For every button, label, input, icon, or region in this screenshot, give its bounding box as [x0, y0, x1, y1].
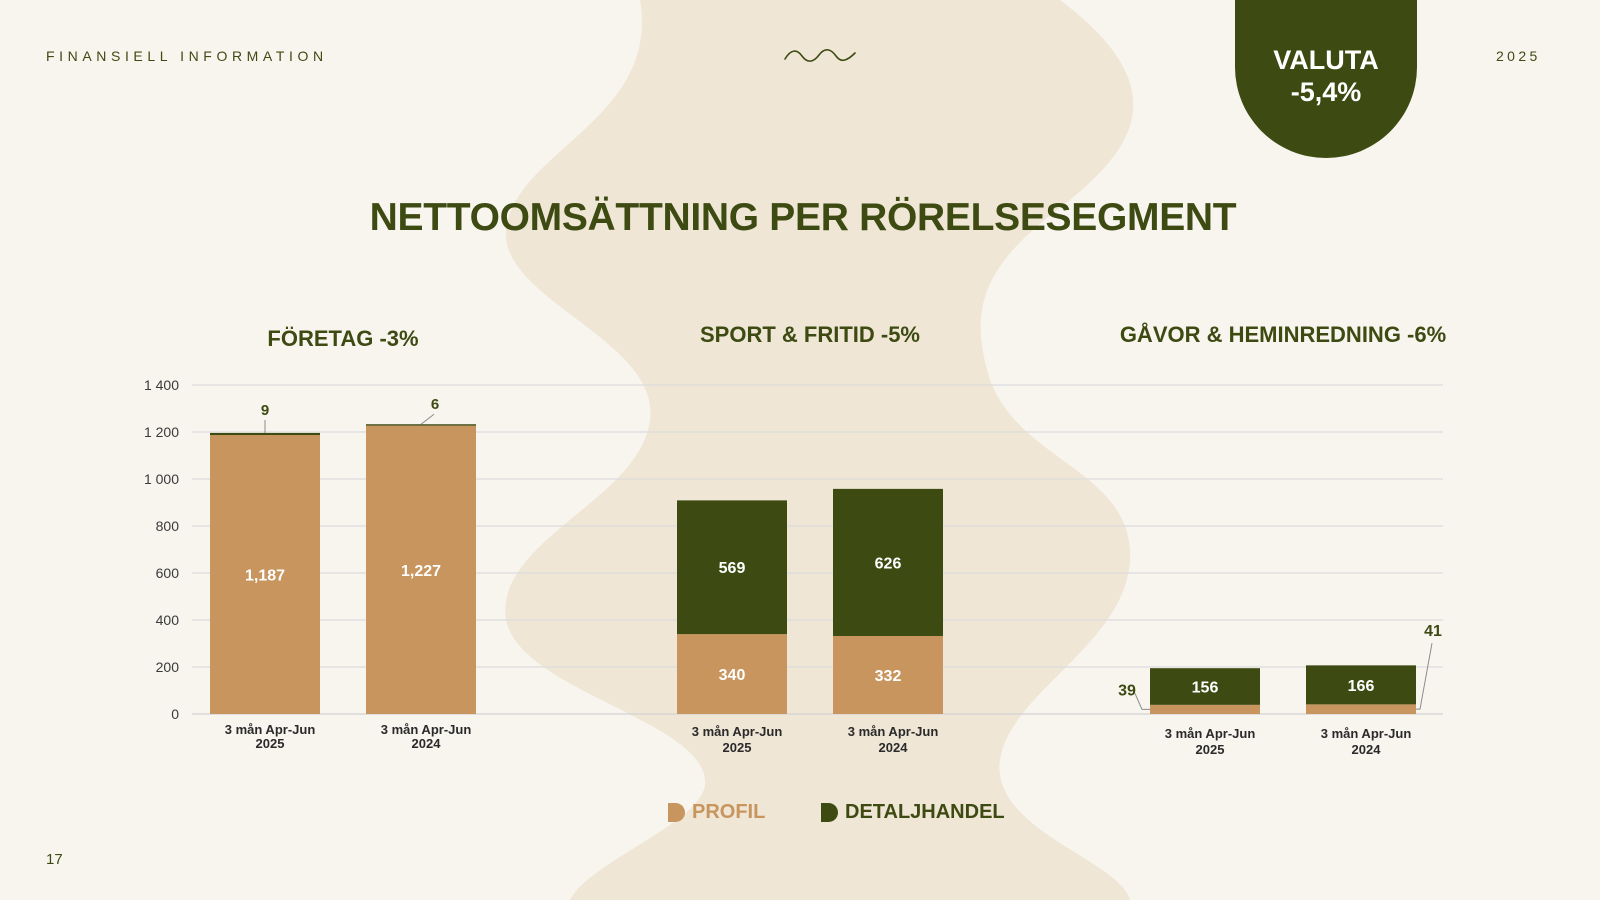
bar-profil: [1150, 704, 1260, 714]
data-label-profil: 41: [1424, 623, 1442, 640]
y-tick-label: 200: [156, 659, 180, 675]
wave-ornament-icon: [784, 49, 856, 62]
data-label-profil: 39: [1118, 682, 1136, 699]
bar-profil: [677, 634, 787, 714]
y-tick-label: 800: [156, 518, 180, 534]
segment-title: FÖRETAG -3%: [267, 326, 418, 351]
bar-detaljhandel: [1306, 665, 1416, 705]
category-label: 3 mån Apr-Jun: [1321, 726, 1412, 741]
page-title: NETTOOMSÄTTNING PER RÖRELSESEGMENT: [369, 196, 1237, 239]
leader-line: [420, 413, 435, 425]
data-label-profil: 1,227: [401, 563, 441, 580]
data-label-detaljhandel: 166: [1348, 678, 1375, 695]
category-label: 2025: [723, 740, 752, 755]
bar-detaljhandel: [833, 488, 943, 636]
header-year: 2025: [1496, 48, 1541, 64]
category-label: 2024: [1352, 742, 1382, 757]
category-label: 2024: [412, 736, 442, 751]
category-label: 3 mån Apr-Jun: [381, 722, 472, 737]
bar-profil: [833, 635, 943, 714]
data-label-profil: 340: [719, 667, 746, 684]
data-label-profil: 1,187: [245, 568, 285, 585]
badge-title: VALUTA: [1273, 45, 1379, 75]
category-label: 3 mån Apr-Jun: [1165, 726, 1256, 741]
y-tick-label: 1 000: [144, 471, 179, 487]
section-label: FINANSIELL INFORMATION: [46, 48, 328, 64]
category-label: 2025: [1196, 742, 1225, 757]
data-label-detaljhandel: 6: [431, 396, 439, 413]
y-tick-label: 0: [171, 706, 179, 722]
segment-title: GÅVOR & HEMINREDNING -6%: [1120, 321, 1446, 347]
bar-detaljhandel: [677, 500, 787, 635]
legend-swatch-profil: [668, 802, 685, 822]
legend-swatch-detaljhandel: [821, 802, 838, 822]
data-label-profil: 332: [875, 668, 902, 685]
page-number: 17: [46, 851, 63, 868]
category-label: 2024: [879, 740, 909, 755]
legend-label-detaljhandel: DETALJHANDEL: [845, 800, 1005, 823]
category-label: 3 mån Apr-Jun: [692, 724, 783, 739]
legend-item-profil: PROFIL: [668, 799, 765, 825]
y-tick-label: 1 200: [144, 424, 179, 440]
bar-detaljhandel: [210, 432, 320, 436]
currency-effect-badge: VALUTA -5,4%: [1235, 0, 1417, 158]
data-label-detaljhandel: 626: [875, 555, 902, 572]
legend-label-profil: PROFIL: [692, 800, 766, 823]
data-label-detaljhandel: 156: [1192, 680, 1219, 697]
category-label: 2025: [256, 736, 285, 751]
legend-item-detaljhandel: DETALJHANDEL: [821, 799, 1005, 825]
data-label-detaljhandel: 569: [719, 560, 746, 577]
y-tick-label: 400: [156, 612, 180, 628]
y-tick-label: 1 400: [144, 377, 179, 393]
leader-line: [1134, 693, 1150, 710]
leader-line: [1416, 643, 1433, 710]
y-tick-label: 600: [156, 565, 180, 581]
bar-profil: [1306, 704, 1416, 714]
segment-title: SPORT & FRITID -5%: [700, 322, 920, 347]
data-label-detaljhandel: 9: [261, 402, 269, 419]
bar-detaljhandel: [366, 424, 476, 426]
bar-detaljhandel: [1150, 668, 1260, 705]
category-label: 3 mån Apr-Jun: [848, 724, 939, 739]
category-label: 3 mån Apr-Jun: [225, 722, 316, 737]
badge-value: -5,4%: [1290, 77, 1362, 107]
bar-profil: [366, 425, 476, 714]
bar-profil: [210, 435, 320, 714]
